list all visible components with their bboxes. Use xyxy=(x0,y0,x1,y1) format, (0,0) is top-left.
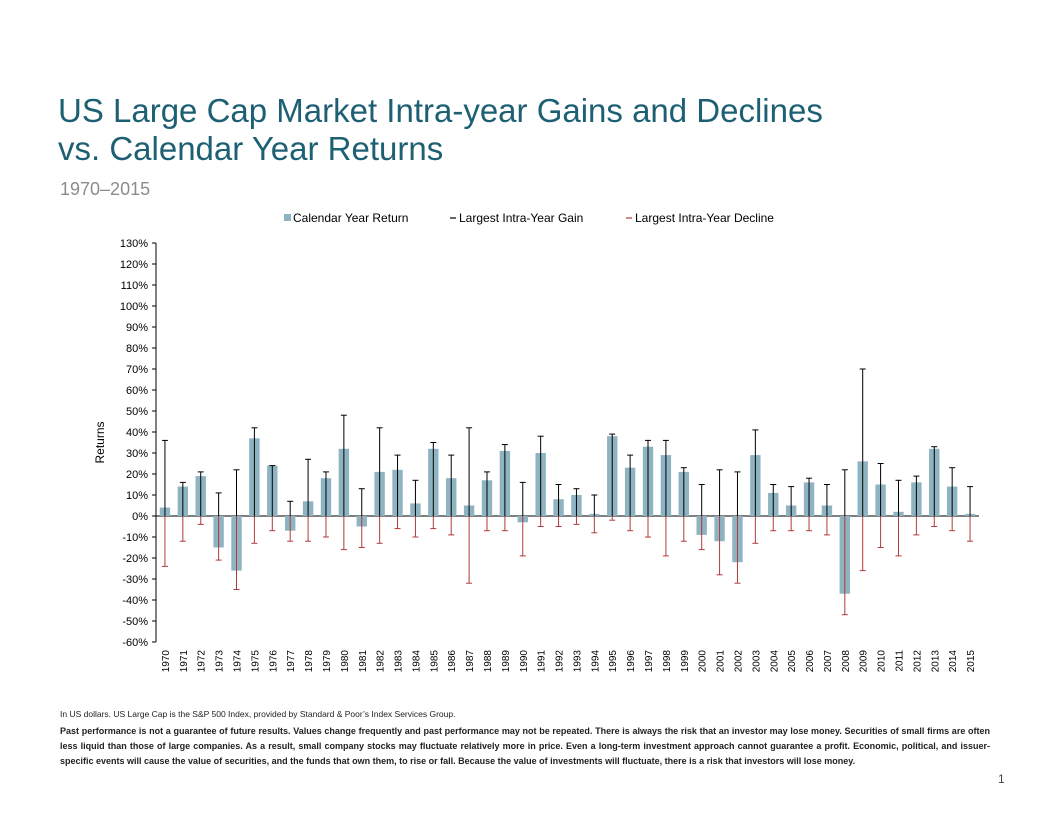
x-tick-label: 2006 xyxy=(805,650,816,673)
x-tick-label: 2001 xyxy=(716,650,727,673)
y-tick-label: 0% xyxy=(132,511,148,523)
y-tick-label: 10% xyxy=(126,490,148,502)
y-tick-label: 100% xyxy=(120,301,148,313)
page-title-line-2: vs. Calendar Year Returns xyxy=(58,130,444,167)
x-tick-label: 1988 xyxy=(483,650,494,673)
returns-chart: -60% -50% -40% -30% -20% -10% 0% 10% 20% 30% 40% 50… xyxy=(93,211,979,673)
x-tick-label: 1986 xyxy=(447,650,458,673)
page-title: US Large Cap Market Intra-year Gains and… xyxy=(58,92,958,168)
x-tick-label: 1997 xyxy=(644,650,655,673)
x-tick-label: 1984 xyxy=(411,650,422,673)
x-tick-label: 1970 xyxy=(161,650,172,673)
x-tick-label: 1974 xyxy=(233,650,244,673)
legend-label: Largest Intra-Year Decline xyxy=(635,211,774,225)
x-tick-label: 1979 xyxy=(322,650,333,673)
x-tick-label: 1991 xyxy=(537,650,548,673)
x-tick-label: 1980 xyxy=(340,650,351,673)
y-tick-label: 20% xyxy=(126,469,148,481)
legend-label: Largest Intra-Year Gain xyxy=(459,211,583,225)
y-tick-label: 90% xyxy=(126,322,148,334)
x-tick-label: 1981 xyxy=(358,650,369,673)
x-tick-label: 1993 xyxy=(572,650,583,673)
x-tick-label: 1994 xyxy=(590,650,601,673)
x-tick-label: 1982 xyxy=(376,650,387,673)
x-tick-label: 2005 xyxy=(787,650,798,673)
x-tick-label: 1983 xyxy=(394,650,405,673)
x-tick-label: 1971 xyxy=(179,650,190,673)
x-tick-label: 2009 xyxy=(859,650,870,673)
y-tick-label: 70% xyxy=(126,364,148,376)
x-tick-label: 1978 xyxy=(304,650,315,673)
x-tick-label: 2007 xyxy=(823,650,834,673)
x-tick-label: 1998 xyxy=(662,650,673,673)
source-footnote: In US dollars. US Large Cap is the S&P 5… xyxy=(60,709,456,719)
x-tick-label: 1985 xyxy=(429,650,440,673)
x-tick-label: 2015 xyxy=(966,650,977,673)
y-tick-label: 30% xyxy=(126,448,148,460)
page-subtitle: 1970–2015 xyxy=(60,179,151,199)
x-tick-label: 1996 xyxy=(626,650,637,673)
x-tick-label: 1999 xyxy=(680,650,691,673)
y-tick-label: 60% xyxy=(126,385,148,397)
x-tick-label: 2010 xyxy=(877,650,888,673)
legend-swatch-bar xyxy=(284,214,291,221)
y-tick-label: -40% xyxy=(122,595,148,607)
y-tick-label: 120% xyxy=(120,259,148,271)
x-tick-label: 1987 xyxy=(465,650,476,673)
page-number: 1 xyxy=(998,772,1005,786)
y-tick-label: 50% xyxy=(126,406,148,418)
y-tick-label: 110% xyxy=(121,280,149,292)
y-tick-label: -20% xyxy=(122,553,148,565)
legend-label: Calendar Year Return xyxy=(293,211,408,225)
x-tick-label: 2012 xyxy=(912,650,923,673)
page-title-line-1: US Large Cap Market Intra-year Gains and… xyxy=(58,92,823,129)
x-tick-label: 2002 xyxy=(733,650,744,673)
y-tick-label: -60% xyxy=(122,637,148,649)
disclaimer-text: Past performance is not a guarantee of f… xyxy=(60,726,990,766)
y-tick-label: -10% xyxy=(122,532,148,544)
x-tick-label: 2004 xyxy=(769,650,780,673)
x-tick-label: 1995 xyxy=(608,650,619,673)
y-tick-label: 40% xyxy=(126,427,148,439)
x-tick-label: 2008 xyxy=(841,650,852,673)
x-tick-label: 1992 xyxy=(555,650,566,673)
x-tick-label: 2014 xyxy=(948,650,959,673)
x-tick-label: 1976 xyxy=(268,650,279,673)
x-tick-label: 1990 xyxy=(519,650,530,673)
x-tick-label: 2000 xyxy=(698,650,709,673)
x-tick-label: 1972 xyxy=(197,650,208,673)
x-tick-label: 2011 xyxy=(894,650,905,672)
x-tick-label: 2003 xyxy=(751,650,762,673)
x-tick-label: 1989 xyxy=(501,650,512,673)
y-axis-label: Returns xyxy=(93,421,107,463)
y-tick-label: 130% xyxy=(120,238,148,250)
x-tick-label: 2013 xyxy=(930,650,941,673)
x-tick-label: 1975 xyxy=(250,650,261,673)
x-tick-label: 1977 xyxy=(286,650,297,673)
y-tick-label: 80% xyxy=(126,343,148,355)
y-tick-label: -30% xyxy=(122,574,148,586)
y-tick-label: -50% xyxy=(122,616,148,628)
x-tick-label: 1973 xyxy=(215,650,226,673)
